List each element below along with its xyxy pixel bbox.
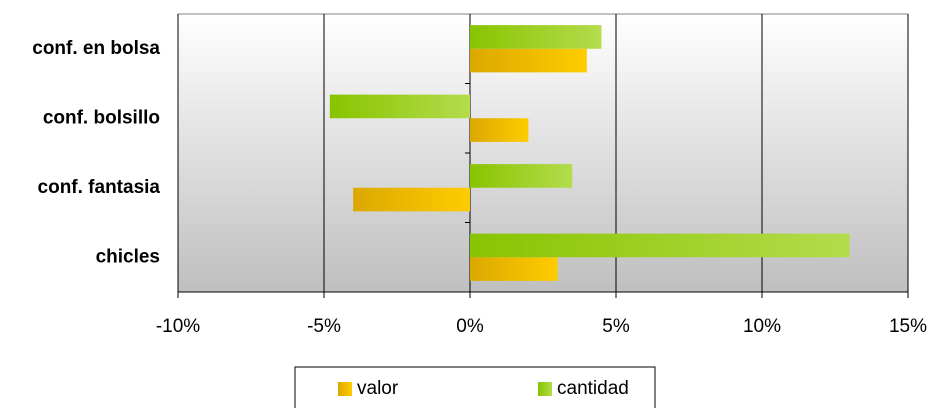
y-tick-label: chicles: [96, 246, 160, 267]
bar: [470, 164, 573, 188]
legend-label: valor: [357, 378, 399, 399]
legend-swatch: [538, 382, 552, 396]
bar: [470, 25, 602, 49]
bar: [470, 257, 558, 281]
y-tick-label: conf. en bolsa: [32, 38, 160, 59]
bar: [329, 94, 470, 119]
x-tick-label: 15%: [889, 316, 927, 337]
x-tick-label: -10%: [156, 316, 200, 337]
x-tick-label: 0%: [456, 316, 484, 337]
legend-label: cantidad: [557, 378, 629, 399]
bar: [470, 48, 587, 73]
legend-swatch: [338, 382, 352, 396]
x-tick-label: -5%: [307, 316, 341, 337]
bar: [353, 187, 470, 212]
legend-box: [294, 366, 656, 412]
bar: [470, 233, 850, 258]
x-tick-label: 5%: [602, 316, 630, 337]
bar: [470, 118, 529, 142]
y-tick-label: conf. bolsillo: [43, 107, 160, 128]
y-tick-label: conf. fantasia: [38, 177, 161, 198]
x-tick-label: 10%: [743, 316, 781, 337]
